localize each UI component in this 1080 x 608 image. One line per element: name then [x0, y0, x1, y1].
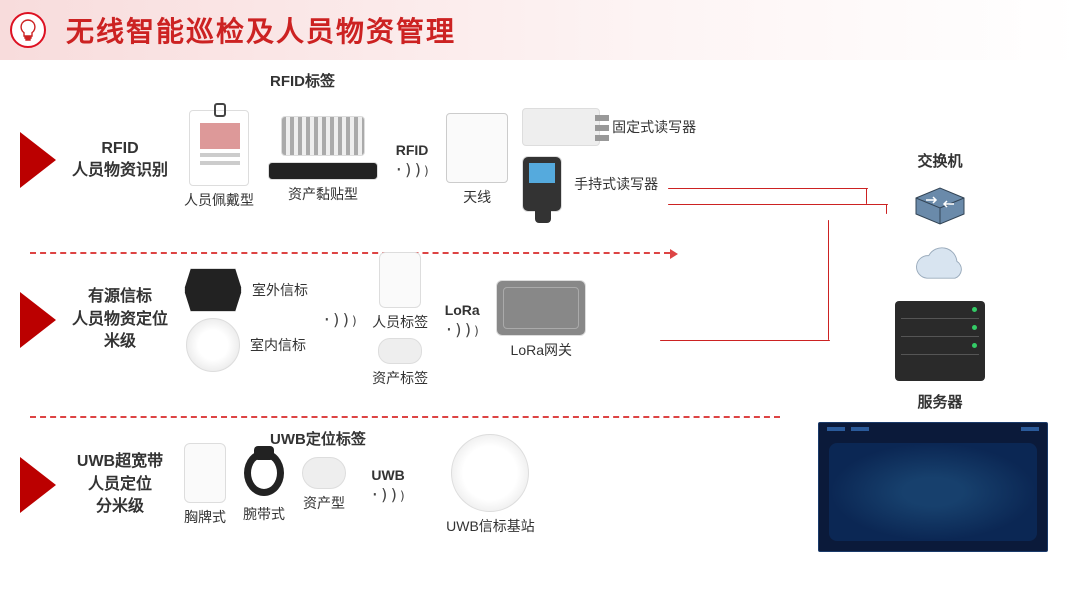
item-label: 室内信标	[250, 335, 306, 355]
item-label: UWB信标基站	[446, 516, 535, 536]
item-wristband: 腕带式	[240, 446, 288, 524]
signal-icon: ·)))	[322, 312, 358, 328]
arrow-icon	[20, 457, 56, 513]
item-label: 资产标签	[372, 368, 428, 388]
item-person-tag: 人员标签	[372, 252, 428, 332]
badge-icon	[189, 110, 249, 186]
label: 人员定位	[70, 474, 170, 496]
items-right: 天线 固定式读写器 手持式读写器	[446, 108, 696, 212]
signal-icon: ·)))	[370, 487, 406, 503]
item-card: 胸牌式	[184, 443, 226, 527]
signal-label: UWB	[371, 467, 404, 483]
row-label-beacon: 有源信标 人员物资定位 米级	[70, 286, 170, 353]
asset-tag-icon	[378, 338, 422, 364]
signal-label: LoRa	[445, 302, 480, 318]
asset-puck-icon	[302, 457, 346, 489]
card-icon	[184, 443, 226, 503]
switch-label: 交换机	[917, 150, 962, 171]
item-label: 资产黏贴型	[288, 184, 358, 204]
signal-rfid: RFID ·)))	[394, 142, 430, 178]
handheld-icon	[522, 156, 562, 212]
arrow-icon	[20, 292, 56, 348]
network-column: 交换机 服务器	[840, 150, 1040, 552]
server-icon	[895, 301, 985, 381]
item-label: 天线	[463, 187, 491, 207]
item-label: 资产型	[303, 493, 345, 513]
page-title: 无线智能巡检及人员物资管理	[66, 10, 456, 50]
item-badge: 人员佩戴型	[184, 110, 254, 210]
item-label: LoRa网关	[511, 340, 572, 360]
item-lora-gateway: LoRa网关	[496, 280, 586, 360]
dashboard-preview	[818, 422, 1048, 552]
signal-uwb: UWB ·)))	[370, 467, 406, 503]
label: 有源信标	[70, 286, 170, 308]
wristband-icon	[240, 446, 288, 500]
label: 人员物资识别	[70, 160, 170, 182]
item-label: 人员标签	[372, 312, 428, 332]
arrow-icon	[20, 132, 56, 188]
label: 米级	[70, 331, 170, 353]
gateway-icon	[496, 280, 586, 336]
item-label: 室外信标	[252, 280, 308, 300]
signal-label: RFID	[396, 142, 429, 158]
item-label: 人员佩戴型	[184, 190, 254, 210]
item-label: 手持式读写器	[574, 174, 658, 194]
label: RFID	[70, 138, 170, 160]
row-label-rfid: RFID 人员物资识别	[70, 138, 170, 183]
item-label: 腕带式	[243, 504, 285, 524]
row-label-uwb: UWB超宽带 人员定位 分米级	[70, 451, 170, 518]
item-uwb-ap: UWB信标基站	[446, 434, 535, 536]
item-asset: 资产型	[302, 457, 346, 513]
signal-lora: LoRa ·)))	[444, 302, 480, 338]
item-label: 固定式读写器	[612, 117, 696, 137]
indoor-beacon-icon	[186, 318, 240, 372]
page-header: 无线智能巡检及人员物资管理	[0, 0, 1080, 60]
items-left: 胸牌式 腕带式 资产型	[184, 443, 346, 527]
cloud-icon	[910, 241, 970, 291]
antenna-icon	[446, 113, 508, 183]
label: UWB超宽带	[70, 451, 170, 473]
item-asset-tag: 资产标签	[372, 338, 428, 388]
signal-icon: ·)))	[394, 162, 430, 178]
server-label: 服务器	[917, 391, 962, 412]
label: 分米级	[70, 496, 170, 518]
lightbulb-icon	[10, 12, 46, 48]
item-sticker: 资产黏贴型	[268, 116, 378, 204]
signal-icon: ·)))	[444, 322, 480, 338]
item-label: 胸牌式	[184, 507, 226, 527]
items-left: 人员佩戴型 资产黏贴型	[184, 110, 378, 210]
sticker-bar-icon	[268, 162, 378, 180]
label: 人员物资定位	[70, 309, 170, 331]
person-tag-icon	[379, 252, 421, 308]
reader-icon	[522, 108, 600, 146]
sticker-icon	[281, 116, 365, 156]
outdoor-beacon-icon	[184, 268, 242, 312]
uwb-ap-icon	[451, 434, 529, 512]
item-antenna: 天线	[446, 113, 508, 207]
switch-icon	[910, 181, 970, 231]
diagram-content: RFID标签 RFID 人员物资识别 人员佩戴型 资	[0, 60, 1080, 608]
